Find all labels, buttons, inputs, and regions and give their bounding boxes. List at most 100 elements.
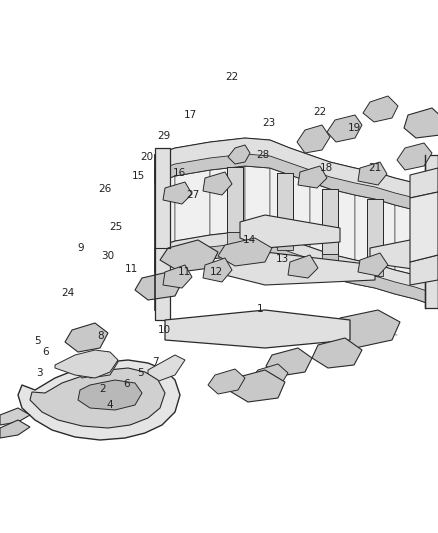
Polygon shape	[332, 310, 400, 348]
Text: 13: 13	[276, 254, 289, 263]
Text: 10: 10	[158, 326, 171, 335]
Text: 16: 16	[173, 168, 186, 178]
Text: 18: 18	[320, 163, 333, 173]
Polygon shape	[0, 420, 30, 438]
Text: 30: 30	[101, 251, 114, 261]
Polygon shape	[297, 125, 330, 153]
Polygon shape	[370, 238, 438, 270]
Polygon shape	[327, 115, 362, 142]
Polygon shape	[155, 243, 438, 308]
Polygon shape	[415, 183, 430, 280]
Polygon shape	[397, 143, 432, 170]
Text: 24: 24	[61, 288, 74, 298]
Polygon shape	[78, 380, 142, 410]
Polygon shape	[30, 368, 165, 428]
Text: 22: 22	[313, 107, 326, 117]
Text: 17: 17	[184, 110, 197, 119]
Polygon shape	[270, 140, 290, 240]
Text: 6: 6	[42, 347, 49, 357]
Polygon shape	[175, 142, 210, 241]
Polygon shape	[425, 248, 438, 308]
Polygon shape	[410, 192, 438, 262]
Polygon shape	[404, 108, 438, 138]
Text: 1: 1	[257, 304, 264, 314]
Polygon shape	[155, 138, 438, 219]
Text: 28: 28	[256, 150, 269, 159]
Text: 8: 8	[97, 331, 104, 341]
Polygon shape	[203, 172, 232, 195]
Polygon shape	[0, 408, 30, 425]
Polygon shape	[355, 168, 375, 264]
Polygon shape	[203, 258, 232, 282]
Polygon shape	[395, 178, 415, 275]
Polygon shape	[165, 310, 350, 348]
Polygon shape	[358, 253, 388, 276]
Text: 5: 5	[137, 368, 144, 378]
Polygon shape	[363, 96, 398, 122]
Polygon shape	[80, 352, 118, 378]
Polygon shape	[250, 364, 288, 390]
Text: 2: 2	[99, 384, 106, 394]
Polygon shape	[367, 264, 383, 276]
Polygon shape	[266, 348, 312, 376]
Text: 14: 14	[243, 235, 256, 245]
Text: 3: 3	[36, 368, 43, 378]
Text: 25: 25	[110, 222, 123, 231]
Polygon shape	[277, 173, 293, 238]
Polygon shape	[155, 231, 438, 308]
Polygon shape	[330, 162, 355, 260]
Polygon shape	[425, 155, 438, 220]
Polygon shape	[290, 148, 310, 247]
Polygon shape	[228, 370, 285, 402]
Polygon shape	[18, 360, 180, 440]
Polygon shape	[210, 138, 245, 235]
Text: 21: 21	[368, 163, 381, 173]
Polygon shape	[148, 355, 185, 385]
Polygon shape	[375, 172, 395, 270]
Text: 26: 26	[99, 184, 112, 194]
Text: 9: 9	[78, 243, 85, 253]
Polygon shape	[155, 148, 170, 320]
Polygon shape	[410, 255, 438, 285]
Polygon shape	[75, 357, 105, 378]
Polygon shape	[163, 182, 192, 204]
Text: 19: 19	[348, 123, 361, 133]
Polygon shape	[160, 240, 218, 272]
Text: 7: 7	[152, 358, 159, 367]
Polygon shape	[225, 252, 375, 285]
Polygon shape	[245, 138, 270, 233]
Polygon shape	[420, 172, 438, 198]
Polygon shape	[367, 199, 383, 264]
Polygon shape	[55, 350, 118, 378]
Polygon shape	[218, 238, 272, 266]
Polygon shape	[425, 220, 438, 248]
Polygon shape	[298, 166, 327, 188]
Text: 29: 29	[158, 131, 171, 141]
Polygon shape	[228, 145, 250, 164]
Polygon shape	[240, 215, 340, 248]
Polygon shape	[410, 168, 438, 198]
Polygon shape	[310, 155, 330, 254]
Polygon shape	[155, 148, 175, 248]
Polygon shape	[227, 232, 243, 244]
Text: 11: 11	[125, 264, 138, 274]
Polygon shape	[65, 323, 108, 352]
Polygon shape	[155, 154, 438, 219]
Polygon shape	[288, 255, 318, 278]
Text: 15: 15	[131, 171, 145, 181]
Text: 4: 4	[106, 400, 113, 410]
Polygon shape	[135, 272, 182, 300]
Text: 23: 23	[263, 118, 276, 127]
Text: 20: 20	[140, 152, 153, 162]
Polygon shape	[163, 265, 192, 288]
Text: 6: 6	[124, 379, 131, 389]
Text: 22: 22	[226, 72, 239, 82]
Polygon shape	[358, 162, 387, 185]
Text: 27: 27	[186, 190, 199, 199]
Polygon shape	[227, 167, 243, 232]
Polygon shape	[208, 369, 245, 394]
Polygon shape	[322, 254, 338, 266]
Text: 12: 12	[210, 267, 223, 277]
Polygon shape	[277, 238, 293, 251]
Text: 5: 5	[34, 336, 41, 346]
